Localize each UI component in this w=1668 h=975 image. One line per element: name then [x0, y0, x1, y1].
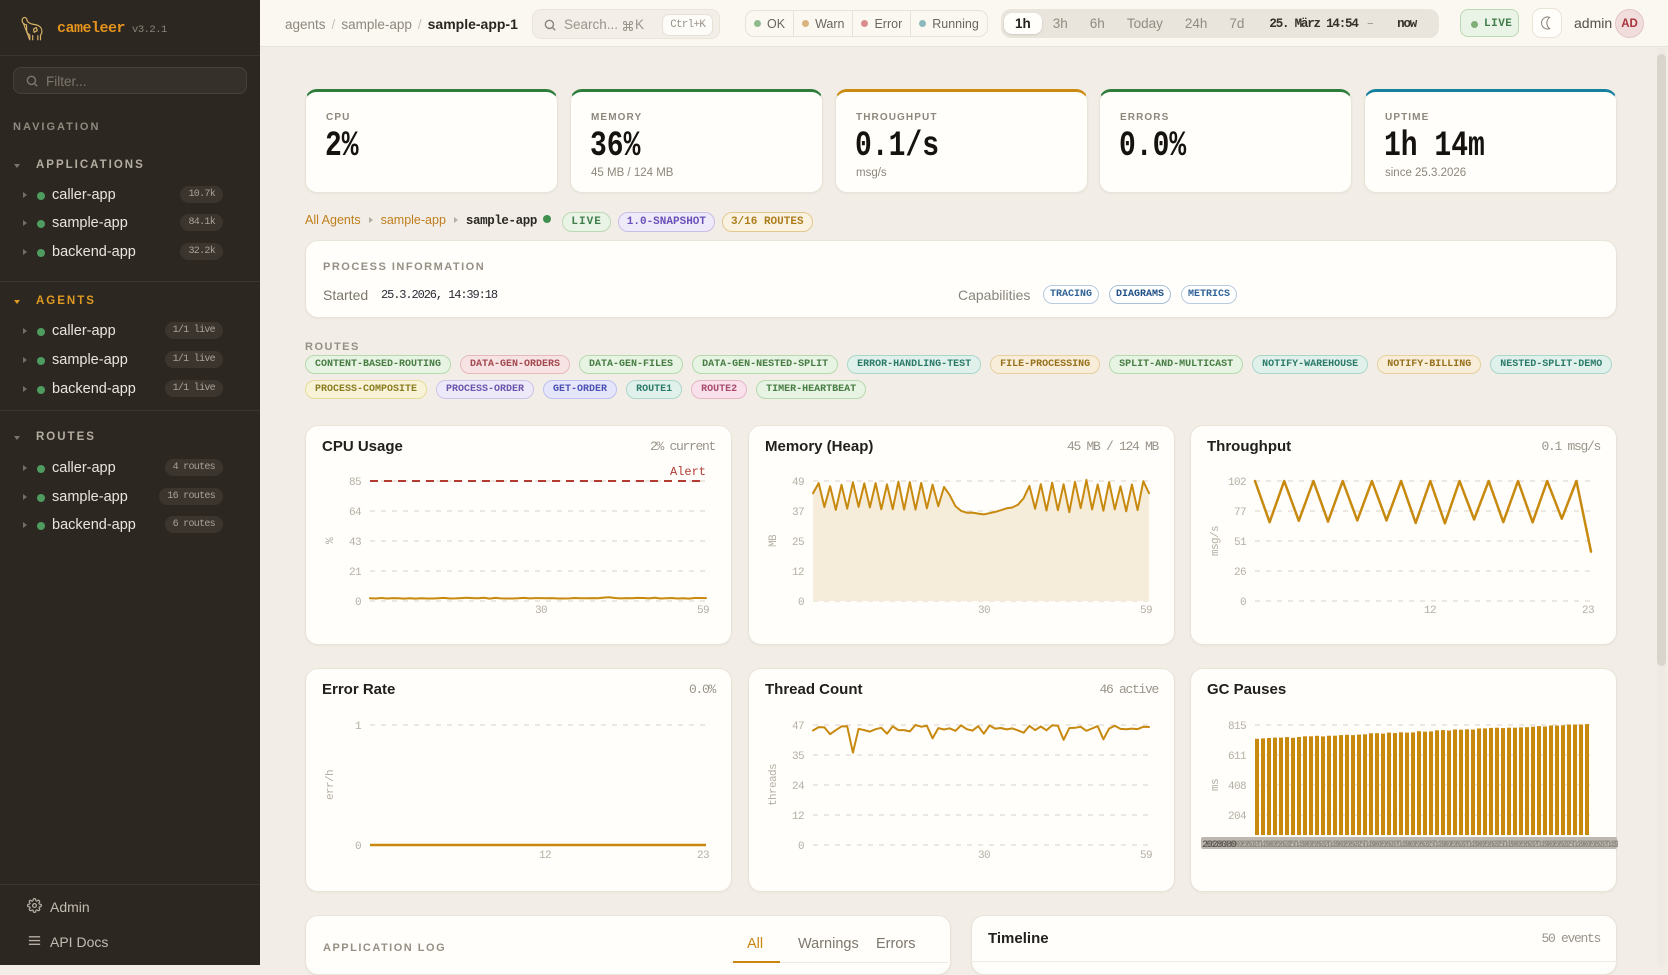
svg-text:59: 59 — [1140, 605, 1152, 617]
svg-text:37: 37 — [792, 507, 804, 519]
svg-text:77: 77 — [1234, 507, 1246, 519]
svg-text:Alert: Alert — [670, 465, 706, 479]
svg-text:64: 64 — [349, 507, 362, 519]
svg-text:204: 204 — [1228, 811, 1247, 823]
svg-text:47: 47 — [792, 721, 804, 733]
svg-text:MB: MB — [768, 534, 780, 547]
svg-text:23: 23 — [1582, 605, 1594, 617]
svg-text:30: 30 — [978, 850, 990, 862]
svg-text:25: 25 — [792, 537, 804, 549]
svg-text:85: 85 — [349, 477, 361, 489]
svg-text:err/h: err/h — [325, 770, 337, 800]
svg-text:12: 12 — [539, 850, 551, 862]
svg-text:12: 12 — [792, 811, 804, 823]
svg-text:815: 815 — [1228, 721, 1246, 733]
svg-text:0: 0 — [798, 597, 804, 609]
svg-text:59: 59 — [1140, 850, 1152, 862]
svg-text:49: 49 — [792, 477, 804, 489]
svg-text:0: 0 — [798, 841, 804, 853]
svg-text:threads: threads — [768, 764, 780, 806]
svg-text:21: 21 — [349, 567, 362, 579]
svg-text:24: 24 — [792, 781, 805, 793]
svg-text:0: 0 — [355, 841, 361, 853]
svg-text:0: 0 — [1240, 597, 1246, 609]
svg-text:51: 51 — [1234, 537, 1247, 549]
svg-text:msg/s: msg/s — [1210, 526, 1222, 556]
svg-text:20260325T1439002026032T1439002: 20260325T1439002026032T14390020260325T14… — [1203, 840, 1618, 851]
svg-text:102: 102 — [1228, 477, 1246, 489]
svg-text:59: 59 — [697, 605, 709, 617]
svg-text:43: 43 — [349, 537, 361, 549]
svg-text:12: 12 — [792, 567, 804, 579]
svg-text:%: % — [325, 537, 337, 544]
svg-text:2028080: 2028080 — [1202, 840, 1237, 851]
svg-text:0: 0 — [355, 597, 361, 609]
svg-text:35: 35 — [792, 751, 804, 763]
svg-text:23: 23 — [697, 850, 709, 862]
svg-text:408: 408 — [1228, 781, 1246, 793]
svg-text:30: 30 — [978, 605, 990, 617]
svg-text:1: 1 — [355, 721, 362, 733]
svg-text:26: 26 — [1234, 567, 1246, 579]
svg-text:ms: ms — [1210, 779, 1222, 791]
svg-text:12: 12 — [1424, 605, 1436, 617]
svg-text:30: 30 — [535, 605, 547, 617]
svg-text:611: 611 — [1228, 751, 1247, 763]
